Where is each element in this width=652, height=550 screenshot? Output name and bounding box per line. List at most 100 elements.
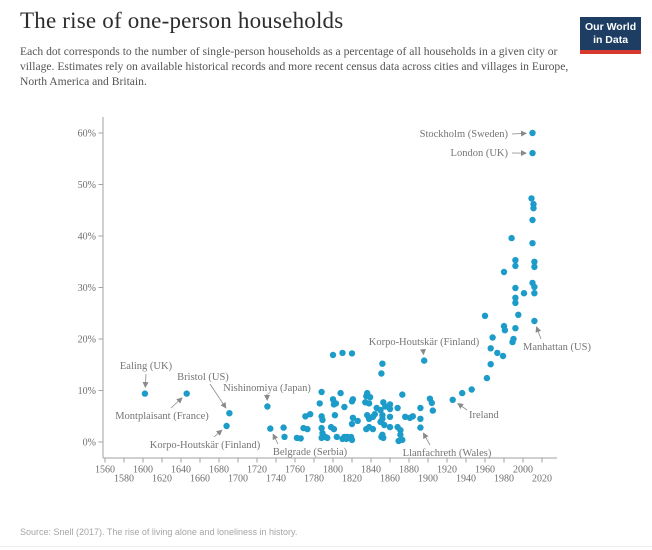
- data-point[interactable]: [529, 216, 536, 224]
- data-point[interactable]: [508, 234, 515, 242]
- footer-divider: [0, 546, 652, 547]
- data-point[interactable]: [366, 394, 374, 401]
- data-point[interactable]: [223, 422, 230, 430]
- data-point[interactable]: [515, 311, 522, 318]
- annotation-label: Korpo-Houtskär (Finland): [369, 337, 480, 348]
- data-point[interactable]: [331, 412, 339, 419]
- data-point[interactable]: [378, 370, 385, 377]
- chart-subtitle: Each dot corresponds to the number of si…: [20, 45, 569, 88]
- data-point[interactable]: [377, 406, 384, 414]
- data-point[interactable]: [379, 360, 386, 367]
- data-point[interactable]: [394, 404, 401, 412]
- data-point[interactable]: [530, 205, 537, 212]
- annotation-arrow: [209, 383, 227, 409]
- data-point[interactable]: [489, 334, 496, 341]
- data-point[interactable]: [280, 424, 287, 431]
- data-point[interactable]: [487, 361, 494, 368]
- data-point[interactable]: [267, 425, 274, 432]
- data-point[interactable]: [318, 424, 325, 432]
- data-point[interactable]: [304, 425, 311, 433]
- data-point[interactable]: [531, 263, 538, 271]
- data-point[interactable]: [307, 411, 314, 418]
- data-point[interactable]: [297, 435, 304, 442]
- data-point[interactable]: [449, 396, 456, 403]
- data-point[interactable]: [500, 268, 508, 276]
- data-point[interactable]: [428, 399, 435, 407]
- data-point[interactable]: [349, 414, 357, 421]
- data-point[interactable]: [429, 407, 436, 414]
- data-point[interactable]: [332, 400, 340, 407]
- x-tick-label: 1920: [437, 465, 457, 476]
- data-point[interactable]: [512, 284, 519, 292]
- data-point[interactable]: [324, 434, 331, 442]
- owid-logo[interactable]: Our World in Data: [580, 17, 642, 54]
- annotation-label: Korpo-Houtskär (Finland): [150, 440, 261, 451]
- data-point[interactable]: [494, 349, 501, 357]
- data-point[interactable]: [399, 391, 406, 398]
- data-point[interactable]: [528, 195, 535, 202]
- data-point[interactable]: [381, 421, 388, 429]
- data-point[interactable]: [417, 415, 424, 422]
- data-point[interactable]: [520, 290, 528, 297]
- data-point[interactable]: [302, 413, 309, 420]
- data-point[interactable]: [512, 325, 519, 332]
- data-point[interactable]: [512, 294, 519, 301]
- data-point[interactable]: [386, 401, 394, 408]
- data-point[interactable]: [512, 262, 519, 270]
- data-point[interactable]: [348, 398, 356, 405]
- data-point[interactable]: [386, 405, 394, 413]
- data-point[interactable]: [421, 357, 428, 364]
- x-tick-label: 2020: [532, 474, 552, 485]
- data-point[interactable]: [386, 423, 394, 431]
- data-point[interactable]: [499, 352, 507, 360]
- data-point[interactable]: [512, 299, 519, 307]
- data-point[interactable]: [529, 240, 536, 247]
- data-point[interactable]: [531, 317, 538, 325]
- data-point[interactable]: [333, 433, 340, 441]
- data-point[interactable]: [531, 283, 538, 291]
- annotation-arrow: [420, 348, 427, 356]
- data-point[interactable]: [531, 258, 538, 265]
- data-point[interactable]: [399, 436, 406, 444]
- data-point[interactable]: [406, 414, 414, 421]
- annotation-label: Bristol (US): [177, 372, 229, 383]
- data-point[interactable]: [417, 424, 424, 431]
- data-point[interactable]: [529, 149, 536, 157]
- data-point[interactable]: [510, 335, 517, 343]
- data-point[interactable]: [183, 390, 190, 397]
- data-point[interactable]: [459, 389, 466, 397]
- data-point[interactable]: [337, 389, 344, 397]
- data-point[interactable]: [329, 351, 337, 359]
- data-point[interactable]: [264, 403, 271, 410]
- data-point[interactable]: [348, 420, 356, 428]
- x-tick-label: 1720: [247, 465, 267, 476]
- data-point[interactable]: [319, 416, 326, 424]
- data-point[interactable]: [281, 433, 288, 441]
- data-point[interactable]: [354, 417, 361, 425]
- data-point[interactable]: [341, 403, 348, 411]
- data-point[interactable]: [481, 312, 489, 319]
- data-point[interactable]: [330, 425, 338, 433]
- data-point[interactable]: [380, 434, 387, 442]
- data-point[interactable]: [397, 427, 404, 434]
- data-point[interactable]: [141, 390, 149, 397]
- data-point[interactable]: [386, 413, 394, 420]
- data-point[interactable]: [365, 400, 373, 407]
- data-point[interactable]: [369, 425, 377, 433]
- data-point[interactable]: [468, 386, 475, 393]
- data-point[interactable]: [483, 374, 491, 382]
- data-point[interactable]: [226, 410, 233, 417]
- data-point[interactable]: [487, 345, 494, 352]
- data-point[interactable]: [348, 436, 356, 444]
- data-point[interactable]: [529, 129, 536, 137]
- data-point[interactable]: [417, 404, 424, 412]
- data-point[interactable]: [318, 388, 325, 396]
- data-point[interactable]: [369, 413, 377, 420]
- data-point[interactable]: [348, 350, 356, 357]
- data-point[interactable]: [501, 327, 509, 334]
- data-point[interactable]: [339, 349, 346, 357]
- data-point[interactable]: [531, 290, 538, 297]
- data-point[interactable]: [512, 257, 519, 264]
- data-point[interactable]: [397, 431, 404, 438]
- data-point[interactable]: [316, 400, 323, 407]
